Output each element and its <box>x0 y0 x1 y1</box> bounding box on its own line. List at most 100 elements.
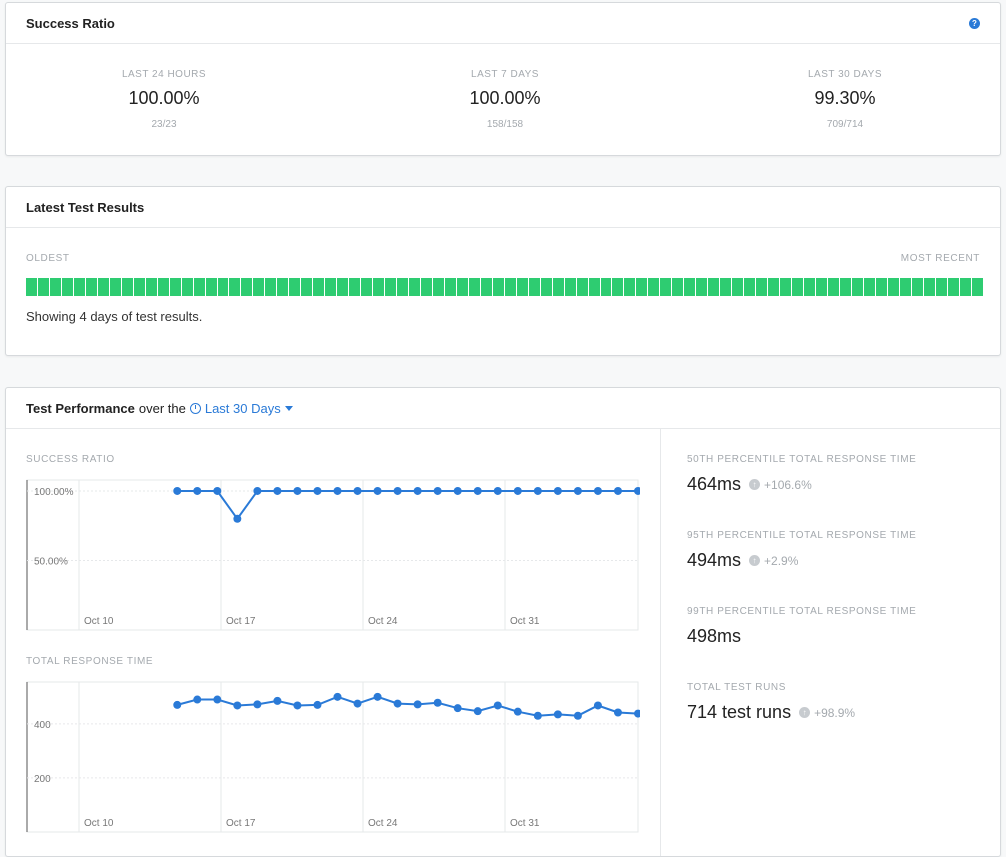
result-bar[interactable] <box>313 278 325 296</box>
result-bar[interactable] <box>815 278 827 296</box>
result-bar[interactable] <box>911 278 923 296</box>
data-point[interactable] <box>473 707 482 716</box>
data-point[interactable] <box>493 486 502 495</box>
result-bar[interactable] <box>528 278 540 296</box>
result-bar[interactable] <box>636 278 648 296</box>
result-bar[interactable] <box>229 278 241 296</box>
result-bar[interactable] <box>397 278 408 296</box>
result-bar[interactable] <box>732 278 744 296</box>
result-bar[interactable] <box>444 278 456 296</box>
result-bar[interactable] <box>792 278 803 296</box>
data-point[interactable] <box>373 486 382 495</box>
result-bar[interactable] <box>744 278 756 296</box>
result-bar[interactable] <box>696 278 708 296</box>
result-bar[interactable] <box>133 278 145 296</box>
result-bar[interactable] <box>265 278 277 296</box>
result-bar[interactable] <box>480 278 492 296</box>
result-bar[interactable] <box>109 278 121 296</box>
result-bar[interactable] <box>708 278 720 296</box>
result-bar[interactable] <box>875 278 887 296</box>
data-point[interactable] <box>273 696 282 705</box>
data-point[interactable] <box>313 700 322 709</box>
result-bar[interactable] <box>803 278 815 296</box>
data-point[interactable] <box>333 486 342 495</box>
data-point[interactable] <box>493 701 502 710</box>
result-bar[interactable] <box>26 278 37 296</box>
result-bar[interactable] <box>576 278 588 296</box>
result-bar[interactable] <box>672 278 684 296</box>
result-bar[interactable] <box>564 278 576 296</box>
data-point[interactable] <box>573 486 582 495</box>
range-dropdown[interactable]: Last 30 Days <box>189 401 293 416</box>
data-point[interactable] <box>173 486 182 495</box>
result-bar[interactable] <box>145 278 157 296</box>
data-point[interactable] <box>433 698 442 707</box>
result-bar[interactable] <box>959 278 971 296</box>
result-bar[interactable] <box>540 278 552 296</box>
result-bar[interactable] <box>588 278 600 296</box>
data-point[interactable] <box>173 700 182 709</box>
data-point[interactable] <box>273 486 282 495</box>
result-bar[interactable] <box>241 278 253 296</box>
result-bar[interactable] <box>935 278 947 296</box>
data-point[interactable] <box>553 486 562 495</box>
result-bar[interactable] <box>947 278 959 296</box>
result-bar[interactable] <box>624 278 636 296</box>
result-bar[interactable] <box>648 278 660 296</box>
data-point[interactable] <box>253 700 262 709</box>
result-bar[interactable] <box>684 278 696 296</box>
result-bar[interactable] <box>253 278 265 296</box>
result-bar[interactable] <box>301 278 313 296</box>
data-point[interactable] <box>413 700 422 709</box>
result-bar[interactable] <box>899 278 911 296</box>
data-point[interactable] <box>353 486 362 495</box>
result-bar[interactable] <box>839 278 851 296</box>
result-bar[interactable] <box>193 278 205 296</box>
data-point[interactable] <box>533 486 542 495</box>
result-bar[interactable] <box>971 278 983 296</box>
result-bar[interactable] <box>660 278 672 296</box>
result-bar[interactable] <box>61 278 73 296</box>
result-bar[interactable] <box>827 278 839 296</box>
data-point[interactable] <box>373 692 382 701</box>
data-point[interactable] <box>213 486 222 495</box>
data-point[interactable] <box>293 486 302 495</box>
result-bar[interactable] <box>492 278 504 296</box>
data-point[interactable] <box>233 514 242 523</box>
result-bar[interactable] <box>768 278 780 296</box>
data-point[interactable] <box>253 486 262 495</box>
data-point[interactable] <box>634 709 640 718</box>
data-point[interactable] <box>613 708 622 717</box>
data-point[interactable] <box>634 486 640 495</box>
data-point[interactable] <box>213 695 222 704</box>
help-icon[interactable]: ? <box>969 18 980 29</box>
result-bar[interactable] <box>37 278 49 296</box>
result-bar[interactable] <box>923 278 935 296</box>
result-bar[interactable] <box>780 278 791 296</box>
data-point[interactable] <box>393 699 402 708</box>
data-point[interactable] <box>513 707 522 716</box>
result-bar[interactable] <box>373 278 385 296</box>
data-point[interactable] <box>473 486 482 495</box>
result-bar[interactable] <box>887 278 899 296</box>
data-point[interactable] <box>333 692 342 701</box>
result-bar[interactable] <box>277 278 289 296</box>
data-point[interactable] <box>233 701 242 710</box>
data-point[interactable] <box>313 486 322 495</box>
data-point[interactable] <box>353 699 362 708</box>
data-point[interactable] <box>453 486 462 495</box>
data-point[interactable] <box>613 486 622 495</box>
result-bar[interactable] <box>720 278 732 296</box>
data-point[interactable] <box>393 486 402 495</box>
data-point[interactable] <box>593 701 602 710</box>
result-bar[interactable] <box>756 278 768 296</box>
result-bar[interactable] <box>181 278 193 296</box>
data-point[interactable] <box>413 486 422 495</box>
result-bar[interactable] <box>337 278 349 296</box>
result-bar[interactable] <box>325 278 337 296</box>
result-bar[interactable] <box>361 278 373 296</box>
data-point[interactable] <box>593 486 602 495</box>
result-bar[interactable] <box>612 278 624 296</box>
result-bar[interactable] <box>85 278 97 296</box>
result-bar[interactable] <box>600 278 612 296</box>
